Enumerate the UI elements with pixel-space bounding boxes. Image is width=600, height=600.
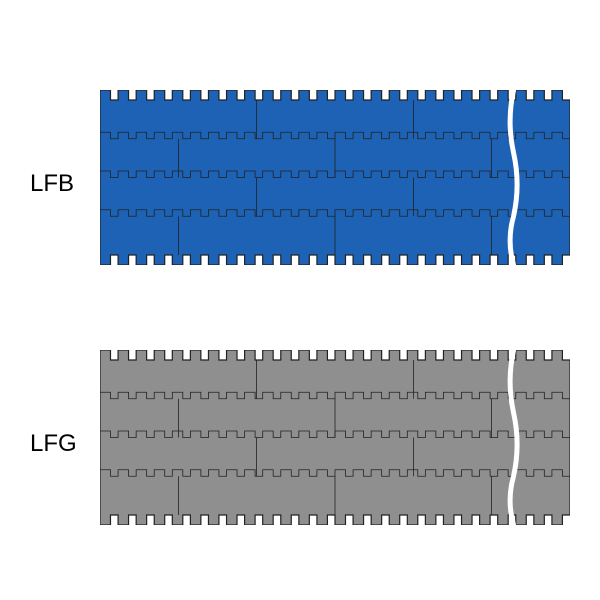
- label-lfb: LFB: [30, 170, 74, 198]
- belt-lfb: [100, 90, 570, 265]
- label-lfg: LFG: [30, 430, 77, 458]
- diagram-canvas: LFB LFG: [0, 0, 600, 600]
- belt-lfg: [100, 350, 570, 525]
